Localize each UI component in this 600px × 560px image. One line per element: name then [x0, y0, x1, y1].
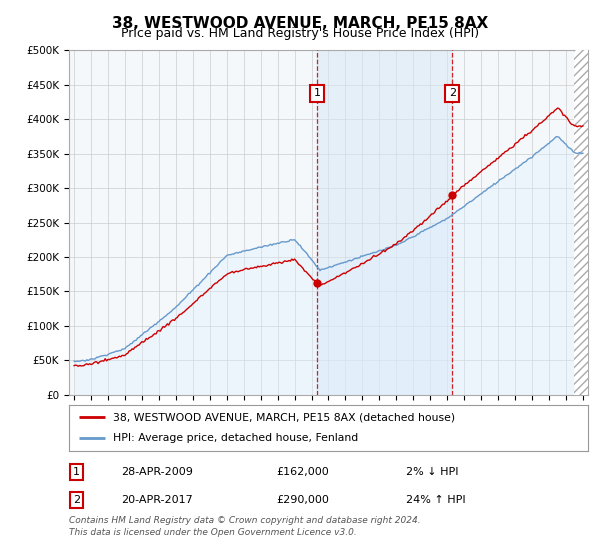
Text: 28-APR-2009: 28-APR-2009: [121, 467, 193, 477]
Text: 38, WESTWOOD AVENUE, MARCH, PE15 8AX: 38, WESTWOOD AVENUE, MARCH, PE15 8AX: [112, 16, 488, 31]
Text: Contains HM Land Registry data © Crown copyright and database right 2024.
This d: Contains HM Land Registry data © Crown c…: [69, 516, 421, 537]
Text: HPI: Average price, detached house, Fenland: HPI: Average price, detached house, Fenl…: [113, 433, 358, 444]
Text: 24% ↑ HPI: 24% ↑ HPI: [406, 495, 466, 505]
Text: 38, WESTWOOD AVENUE, MARCH, PE15 8AX (detached house): 38, WESTWOOD AVENUE, MARCH, PE15 8AX (de…: [113, 412, 455, 422]
Text: 1: 1: [313, 88, 320, 99]
Text: £162,000: £162,000: [277, 467, 329, 477]
Text: 2: 2: [449, 88, 456, 99]
Text: 2% ↓ HPI: 2% ↓ HPI: [406, 467, 459, 477]
Text: 20-APR-2017: 20-APR-2017: [121, 495, 193, 505]
Text: 2: 2: [73, 495, 80, 505]
Text: 1: 1: [73, 467, 80, 477]
Bar: [317, 50, 452, 395]
Text: Price paid vs. HM Land Registry's House Price Index (HPI): Price paid vs. HM Land Registry's House …: [121, 27, 479, 40]
Text: £290,000: £290,000: [277, 495, 329, 505]
Bar: [574, 50, 600, 395]
